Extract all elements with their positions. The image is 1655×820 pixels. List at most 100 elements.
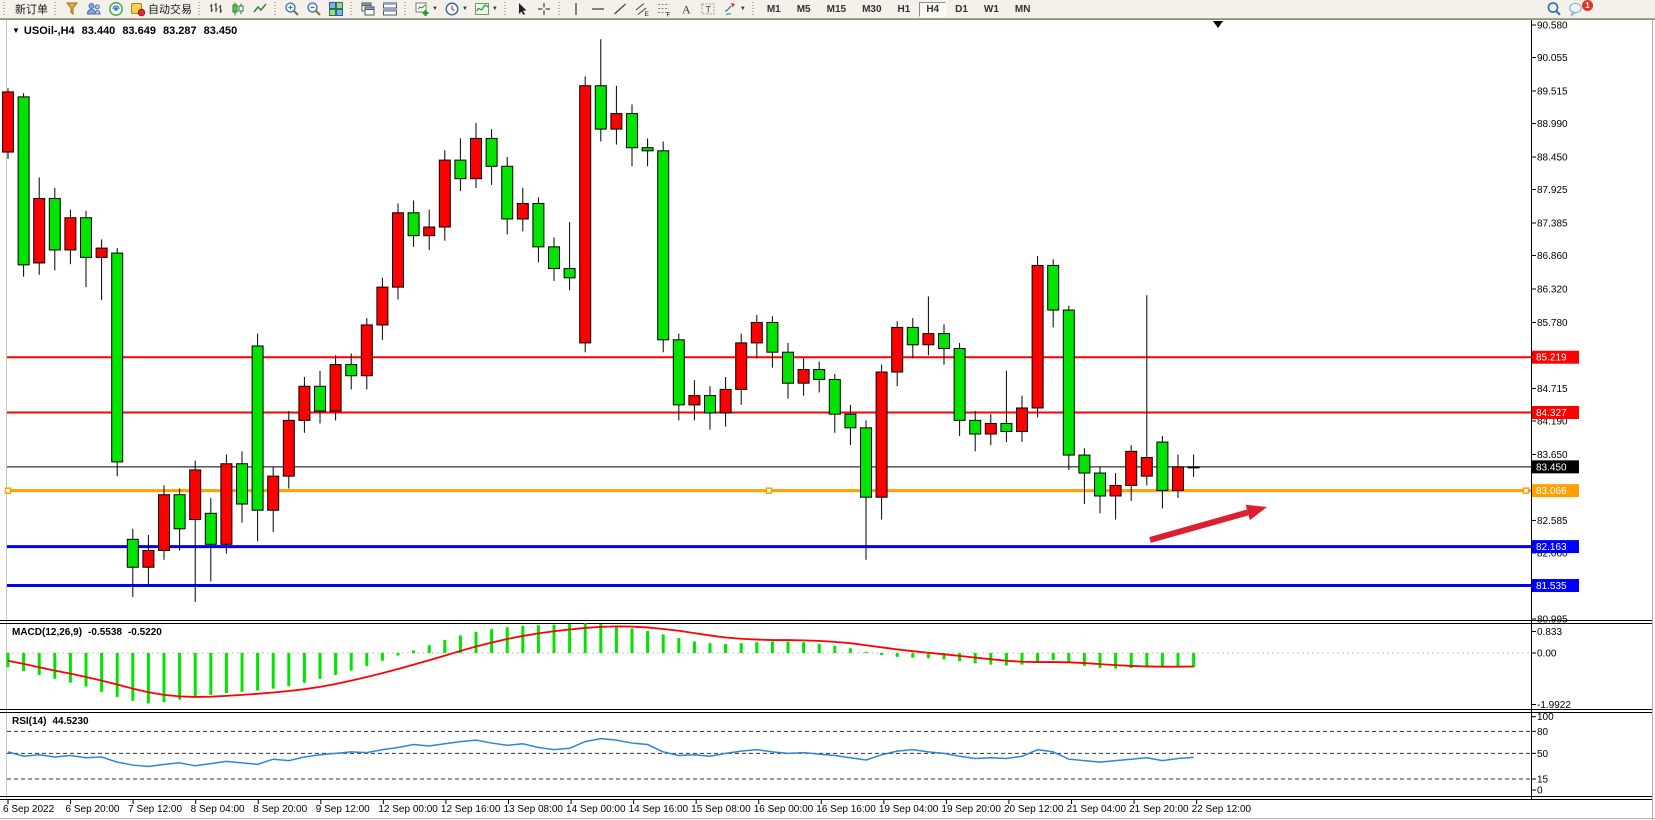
toolbar-grip[interactable] <box>197 2 202 16</box>
chart-expander-icon[interactable]: ▼ <box>12 26 20 35</box>
trendline-button[interactable] <box>609 1 631 17</box>
zoom-in-button[interactable] <box>281 1 303 17</box>
chevron-down-icon[interactable]: ▼ <box>739 6 746 12</box>
candlestick <box>267 475 280 511</box>
toolbar-right: 1 <box>1543 0 1593 18</box>
chevron-down-icon[interactable]: ▼ <box>461 6 468 12</box>
svg-text:T: T <box>705 5 711 15</box>
new-order-button[interactable]: 新订单 <box>10 1 51 17</box>
toolbar-grip[interactable] <box>2 2 7 16</box>
candlestick <box>485 137 498 167</box>
trend-arrow[interactable] <box>1149 509 1249 543</box>
crosshair-button[interactable] <box>533 1 555 17</box>
period-button[interactable]: ▼ <box>441 1 471 17</box>
chat-button[interactable]: 1 <box>1565 0 1593 17</box>
equidistant-channel-button[interactable]: E <box>631 1 653 18</box>
arrange-windows-button[interactable] <box>379 1 401 17</box>
macd-histogram-bar <box>68 653 72 683</box>
trendline-icon <box>612 1 628 17</box>
macd-histogram-bar <box>412 650 416 653</box>
candlestick <box>797 369 810 384</box>
text-button[interactable]: A <box>675 1 697 17</box>
macd-signal-value: -0.5220 <box>127 627 162 638</box>
macd-axis-label: 0.00 <box>1537 649 1557 660</box>
candlestick <box>220 463 233 545</box>
chat-icon <box>1568 1 1584 17</box>
timeframe-mn[interactable]: MN <box>1014 3 1031 15</box>
time-axis-label: 8 Sep 04:00 <box>191 804 245 815</box>
candlestick <box>407 212 420 237</box>
toolbar-group-drawing: E F A T ▼ <box>565 0 749 19</box>
notification-badge: 1 <box>1582 0 1593 11</box>
macd-histogram-bar <box>568 624 572 653</box>
line-chart-button[interactable] <box>249 1 271 17</box>
timeframe-w1[interactable]: W1 <box>983 3 999 15</box>
fibonacci-button[interactable]: F <box>653 1 675 19</box>
timeframe-m30[interactable]: M30 <box>862 3 882 15</box>
chevron-down-icon[interactable]: ▼ <box>432 6 438 12</box>
macd-histogram-bar <box>1067 653 1071 663</box>
auto-trading-button-label: 自动交易 <box>148 4 192 16</box>
toolbar-grip[interactable] <box>349 2 354 16</box>
rsi-axis-label: 50 <box>1537 749 1549 760</box>
candlestick <box>470 137 482 180</box>
text-label-button[interactable]: T <box>697 1 719 17</box>
chart-shift-marker[interactable] <box>1213 21 1223 28</box>
cascade-windows-button[interactable] <box>357 1 379 17</box>
timeframe-m15[interactable]: M15 <box>826 3 847 15</box>
macd-histogram-bar <box>1098 653 1102 668</box>
candlestick <box>1062 309 1075 456</box>
crosshair-icon <box>536 1 552 17</box>
vertical-line-button[interactable] <box>565 1 587 17</box>
timeframe-d1[interactable]: D1 <box>955 3 968 15</box>
time-axis-label: 15 Sep 08:00 <box>691 804 751 815</box>
connection-button[interactable] <box>105 1 127 17</box>
toolbar-grip[interactable] <box>53 2 58 16</box>
toolbar-grip[interactable] <box>502 2 508 16</box>
search-button[interactable] <box>1543 1 1565 17</box>
hline-anchor[interactable] <box>4 487 12 494</box>
data-window-button[interactable] <box>83 1 105 17</box>
candlestick <box>626 113 638 149</box>
candlestick <box>236 463 248 505</box>
macd-histogram-bar <box>302 653 306 683</box>
zoom-out-button[interactable] <box>303 1 325 17</box>
macd-histogram-bar <box>599 624 603 653</box>
toolbar-grip[interactable] <box>273 2 278 16</box>
hline-anchor[interactable] <box>1522 487 1530 494</box>
macd-histogram-bar <box>786 641 790 653</box>
cursor-button[interactable] <box>511 1 533 17</box>
timeframe-m1[interactable]: M1 <box>766 3 781 15</box>
timeframe-m5[interactable]: M5 <box>796 3 811 15</box>
tile-windows-button[interactable] <box>325 1 347 17</box>
fibo-icon: F <box>656 1 672 19</box>
auto-trading-button[interactable]: 自动交易 <box>127 1 195 17</box>
arrows-icon <box>722 1 738 17</box>
arrows-button[interactable]: ▼ <box>719 1 749 17</box>
zoom-in-icon <box>284 1 300 17</box>
candlestick-chart-button[interactable] <box>227 1 249 17</box>
market-watch-button[interactable] <box>61 1 83 17</box>
macd-histogram-bar <box>318 653 322 679</box>
timeframe-h4[interactable]: H4 <box>919 1 947 17</box>
toolbar-grip[interactable] <box>556 2 562 16</box>
indicators-button[interactable]: ▼ <box>471 1 501 17</box>
macd-histogram-bar <box>380 653 384 661</box>
chevron-down-icon[interactable]: ▼ <box>491 6 498 12</box>
candlestick <box>938 333 950 349</box>
chart-canvas[interactable]: 90.580 90.055 89.515 88.990 88.450 87.925 87.3… <box>0 19 1655 820</box>
macd-histogram-bar <box>942 653 946 660</box>
toolbar-grip[interactable] <box>750 2 756 16</box>
hline-anchor[interactable] <box>765 487 773 494</box>
timeframe-h1[interactable]: H1 <box>897 3 911 15</box>
toolbar-grip[interactable] <box>403 2 408 16</box>
price-badge <box>1532 484 1579 498</box>
bar-chart-button[interactable] <box>205 1 227 17</box>
svg-text:F: F <box>666 12 670 18</box>
trend-arrow-head[interactable] <box>1245 504 1267 521</box>
candlestick <box>158 494 170 552</box>
candlestick <box>735 342 748 390</box>
horizontal-line-button[interactable] <box>587 1 609 17</box>
new-chart-button[interactable]: ▼ <box>411 1 441 17</box>
